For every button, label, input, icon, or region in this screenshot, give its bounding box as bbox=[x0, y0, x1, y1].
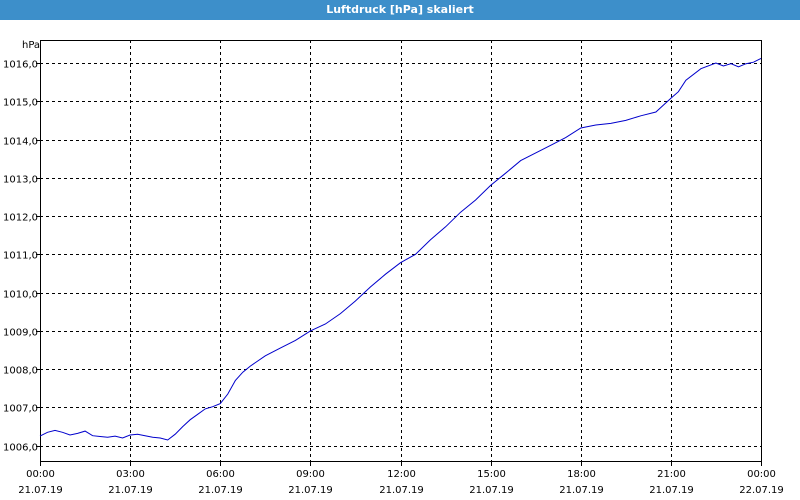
series-line bbox=[39, 57, 762, 441]
x-tick-label-time: 21:00 bbox=[657, 469, 686, 480]
y-tick-label: 1010,0 bbox=[3, 290, 38, 301]
y-tick-label: 1016,0 bbox=[3, 60, 38, 71]
y-axis-unit-label: hPa bbox=[22, 40, 40, 51]
x-tick-label-date: 21.07.19 bbox=[288, 485, 333, 496]
x-tick-label-date: 21.07.19 bbox=[108, 485, 153, 496]
y-tick-label: 1007,0 bbox=[3, 404, 38, 415]
x-tick-label-time: 18:00 bbox=[567, 469, 596, 480]
x-tick-label-date: 21.07.19 bbox=[559, 485, 604, 496]
x-tick-label-time: 00:00 bbox=[26, 469, 55, 480]
x-tick-label-date: 21.07.19 bbox=[469, 485, 514, 496]
grid-lines bbox=[40, 40, 761, 461]
x-tick-label-time: 06:00 bbox=[206, 469, 235, 480]
x-tick-label-time: 03:00 bbox=[116, 469, 145, 480]
x-tick-label-date: 21.07.19 bbox=[18, 485, 63, 496]
y-tick-label: 1013,0 bbox=[3, 175, 38, 186]
y-tick-label: 1015,0 bbox=[3, 98, 38, 109]
chart-title: Luftdruck [hPa] skaliert bbox=[0, 0, 800, 20]
x-tick-label-time: 15:00 bbox=[477, 469, 506, 480]
x-tick-label-time: 00:00 bbox=[747, 469, 776, 480]
y-tick-label: 1012,0 bbox=[3, 213, 38, 224]
y-tick-label: 1008,0 bbox=[3, 366, 38, 377]
y-axis-ticks: 1006,0 1007,0 1008,0 1009,0 1010,0 1011,0 1012… bbox=[3, 60, 40, 454]
x-tick-label-date: 21.07.19 bbox=[379, 485, 424, 496]
x-axis-ticks: 00:00 21.07.19 03:00 21.07.19 06:00 21.07.19 0… bbox=[18, 461, 784, 496]
x-tick-label-date: 21.07.19 bbox=[198, 485, 243, 496]
x-tick-label-time: 09:00 bbox=[296, 469, 325, 480]
y-tick-label: 1009,0 bbox=[3, 328, 38, 339]
x-tick-label-time: 12:00 bbox=[387, 469, 416, 480]
y-tick-label: 1014,0 bbox=[3, 137, 38, 148]
y-tick-label: 1011,0 bbox=[3, 251, 38, 262]
x-tick-label-date: 21.07.19 bbox=[649, 485, 694, 496]
y-tick-label: 1006,0 bbox=[3, 443, 38, 454]
x-tick-label-date: 22.07.19 bbox=[739, 485, 784, 496]
